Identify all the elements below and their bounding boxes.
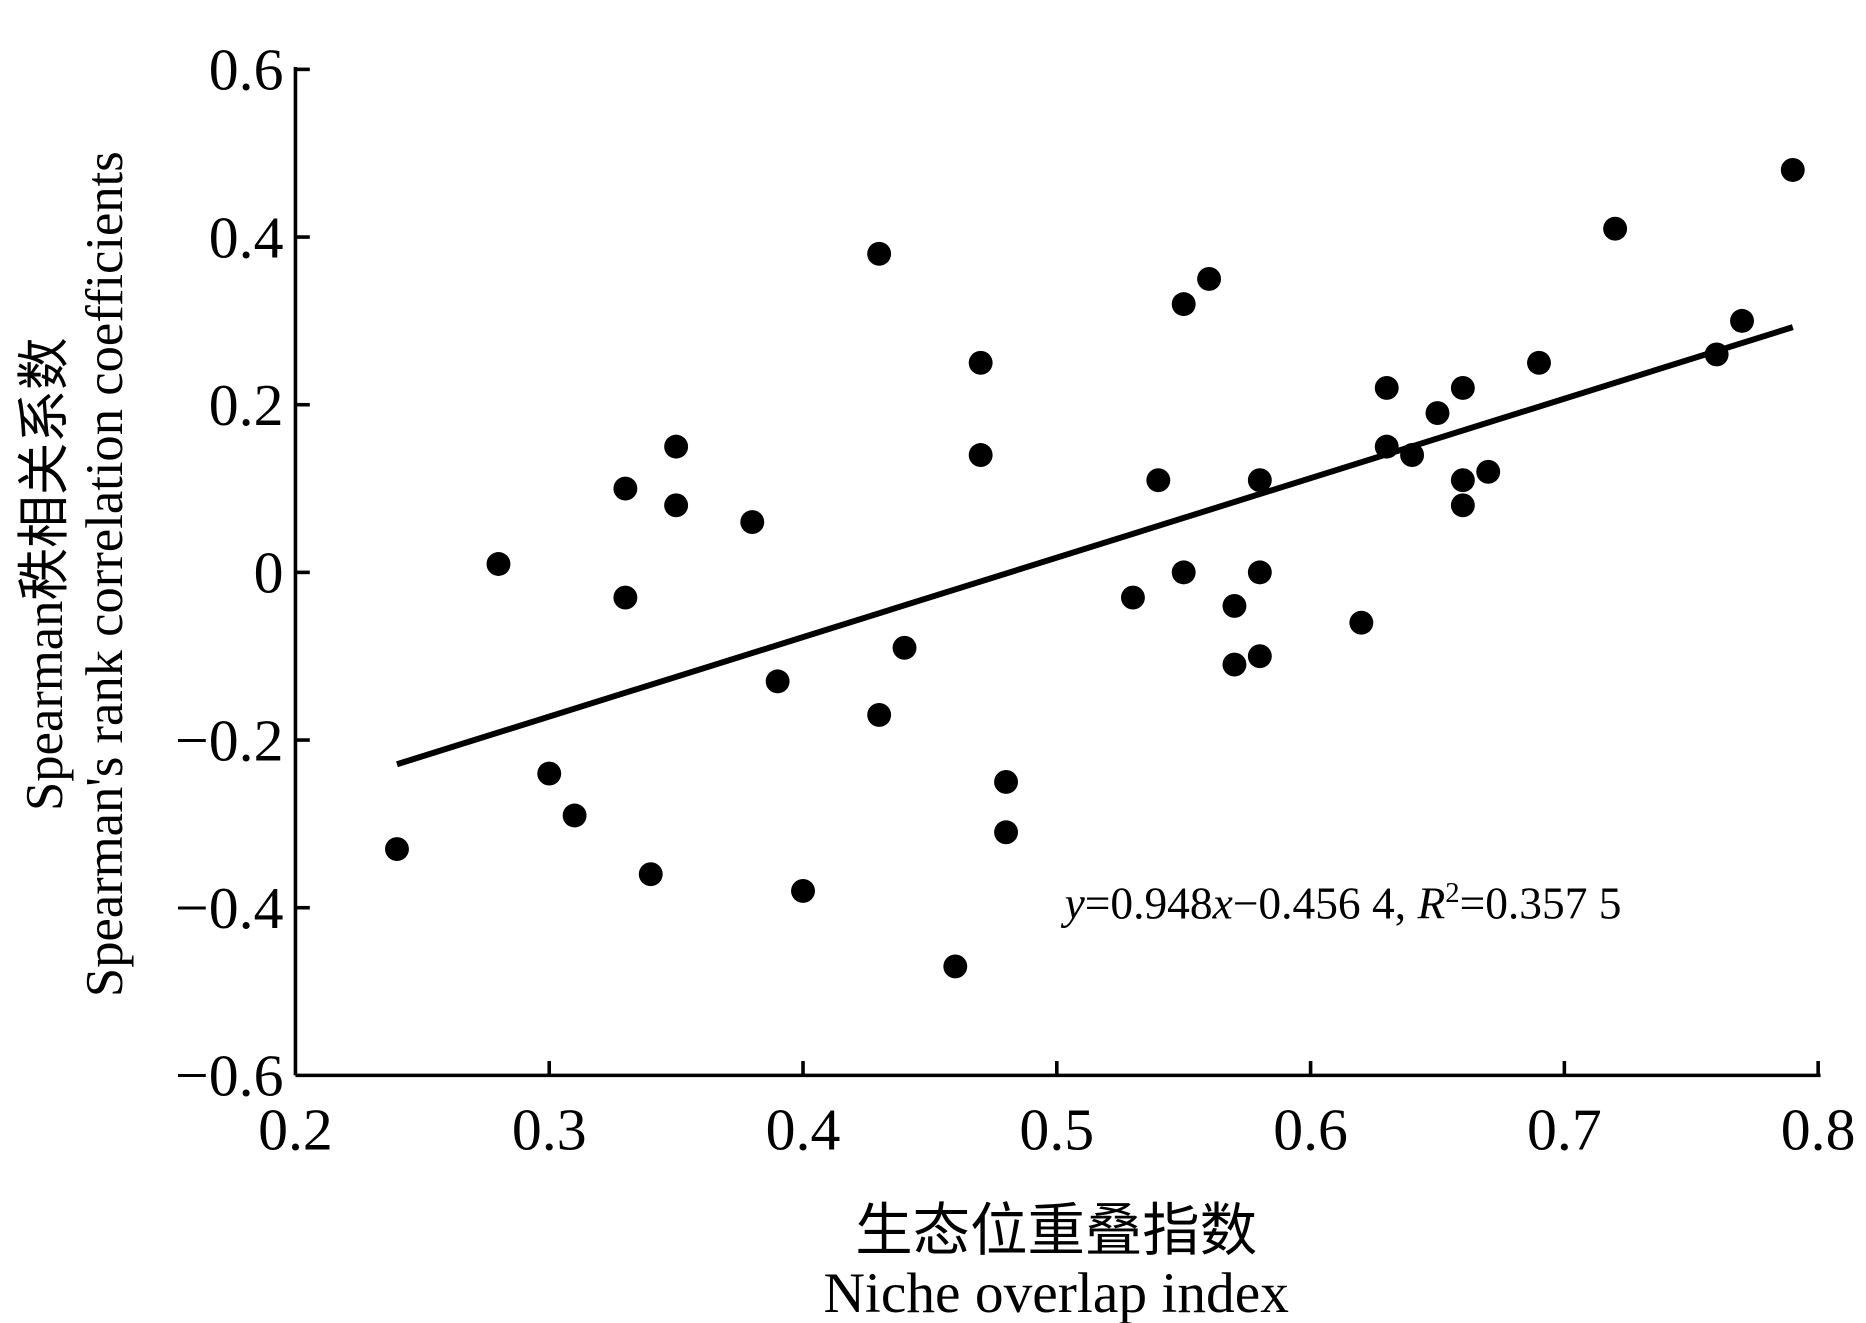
data-point [892,635,917,660]
x-tick-label: 0.8 [1781,1097,1856,1163]
data-point [1400,443,1425,467]
data-point [1476,459,1501,484]
data-point [968,350,993,375]
y-axis-label-cn: Spearman秩相关系数 [16,337,74,811]
x-axis-label-en: Niche overlap index [823,1262,1288,1323]
data-points [385,158,1805,979]
y-tick-label: 0.6 [209,37,284,103]
y-tick-label: −0.6 [175,1043,283,1109]
data-point [994,820,1019,845]
data-point [486,552,511,576]
x-tick-label: 0.6 [1273,1097,1348,1163]
data-point [1197,267,1222,291]
x-tick-label: 0.7 [1527,1097,1602,1163]
data-point [664,434,689,459]
data-point [1247,644,1272,669]
data-point [1247,468,1272,493]
data-point [1374,434,1399,459]
data-point [664,493,689,518]
data-point [867,241,892,266]
data-point [385,837,409,861]
data-point [740,510,765,535]
y-tick-label: 0.2 [209,372,284,438]
data-point [1527,350,1551,375]
y-tick-label: −0.4 [175,875,283,941]
data-point [765,669,790,694]
x-tick-label: 0.3 [512,1097,587,1163]
axes: 0.2 0.3 0.4 0.5 0.6 0.7 0.8 0.6 0.4 0.2 0 −0.2 −0.4 −… [175,37,1856,1163]
data-point [1704,342,1729,367]
data-point [562,803,587,828]
data-point [1603,216,1628,241]
data-point [1450,468,1475,493]
data-point [1171,560,1196,585]
data-point [1120,585,1145,610]
y-tick-label: 0.4 [209,204,284,270]
data-point [1222,593,1247,618]
data-point [867,702,892,727]
data-point [1171,292,1196,317]
data-point [1780,158,1805,182]
y-tick-label: 0 [254,540,284,606]
data-point [994,770,1019,794]
y-tick-label: −0.2 [175,707,283,773]
data-point [1222,652,1247,677]
data-point [537,761,562,786]
data-point [1349,610,1374,635]
x-tick-label: 0.4 [766,1097,841,1163]
x-tick-label: 0.5 [1019,1097,1094,1163]
data-point [791,878,815,903]
data-point [968,443,993,467]
data-point [1425,401,1450,426]
y-axis-label-en: Spearman's rank correlation coefficients [76,151,134,997]
data-point [1146,468,1171,493]
data-point [1450,375,1475,400]
annotation-equation: y=0.948x−0.456 4, R2=0.357 5 [1061,877,1622,929]
data-point [1450,493,1475,518]
data-point [638,862,663,887]
data-point [1730,308,1754,333]
x-tick-label: 0.2 [258,1097,333,1163]
trend-line [396,324,1794,768]
data-point [1247,560,1272,585]
data-point [613,476,638,501]
data-point [1374,375,1399,400]
data-point [943,954,968,979]
x-axis-label-cn: 生态位重叠指数 [855,1200,1257,1263]
data-point [613,585,638,610]
